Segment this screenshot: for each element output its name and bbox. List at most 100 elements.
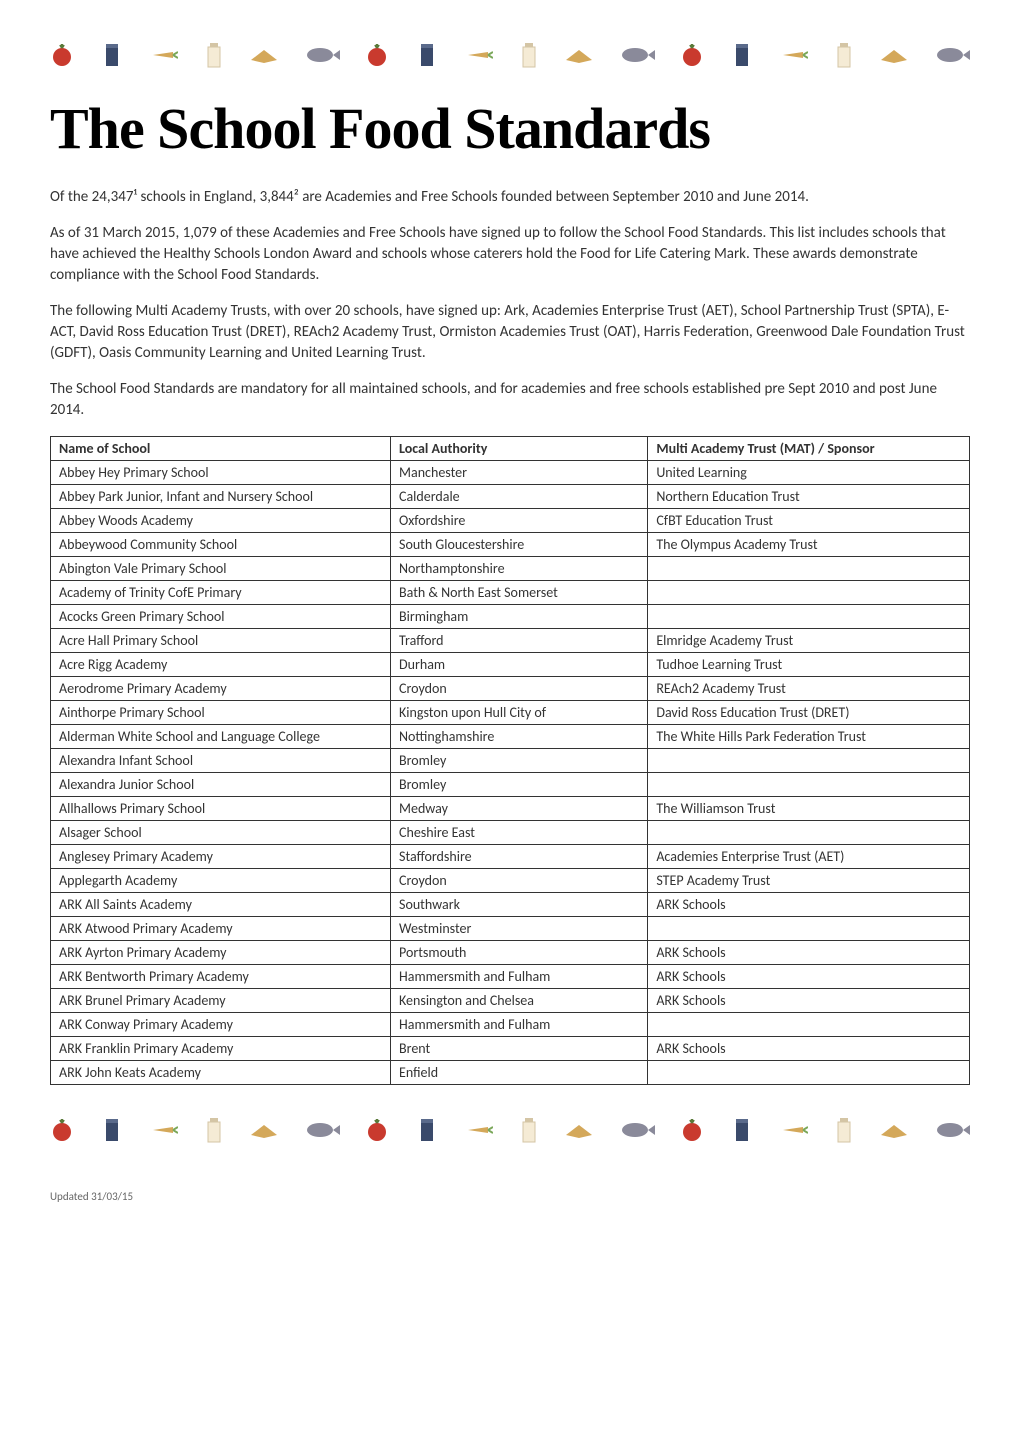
table-cell: ARK Schools bbox=[648, 989, 970, 1013]
table-cell bbox=[648, 917, 970, 941]
table-row: Ainthorpe Primary SchoolKingston upon Hu… bbox=[51, 701, 970, 725]
intro-paragraph: The School Food Standards are mandatory … bbox=[50, 379, 970, 421]
table-cell: Oxfordshire bbox=[391, 509, 648, 533]
table-cell: Croydon bbox=[391, 677, 648, 701]
table-cell: Bath & North East Somerset bbox=[391, 581, 648, 605]
cheese-icon bbox=[564, 1120, 594, 1140]
table-row: Alexandra Junior SchoolBromley bbox=[51, 773, 970, 797]
table-cell: Abbey Woods Academy bbox=[51, 509, 391, 533]
table-row: Allhallows Primary SchoolMedwayThe Willi… bbox=[51, 797, 970, 821]
table-header-row: Name of School Local Authority Multi Aca… bbox=[51, 437, 970, 461]
intro-paragraph: The following Multi Academy Trusts, with… bbox=[50, 301, 970, 364]
cheese-icon bbox=[249, 45, 279, 65]
table-row: Applegarth AcademyCroydonSTEP Academy Tr… bbox=[51, 869, 970, 893]
table-row: ARK Brunel Primary AcademyKensington and… bbox=[51, 989, 970, 1013]
table-cell: Alexandra Junior School bbox=[51, 773, 391, 797]
fish-icon bbox=[620, 1121, 655, 1139]
table-cell: The Olympus Academy Trust bbox=[648, 533, 970, 557]
table-cell: Abbey Hey Primary School bbox=[51, 461, 391, 485]
table-cell: Cheshire East bbox=[391, 821, 648, 845]
table-cell: Croydon bbox=[391, 869, 648, 893]
table-cell: Aerodrome Primary Academy bbox=[51, 677, 391, 701]
table-row: Alexandra Infant SchoolBromley bbox=[51, 749, 970, 773]
table-cell: Kingston upon Hull City of bbox=[391, 701, 648, 725]
milk-icon bbox=[834, 1116, 854, 1144]
table-cell: Bromley bbox=[391, 773, 648, 797]
table-row: Academy of Trinity CofE PrimaryBath & No… bbox=[51, 581, 970, 605]
table-cell: Alexandra Infant School bbox=[51, 749, 391, 773]
cup-icon bbox=[101, 1115, 123, 1145]
tomato-icon bbox=[680, 43, 705, 68]
tomato-icon bbox=[50, 43, 75, 68]
cup-icon bbox=[416, 40, 438, 70]
milk-icon bbox=[204, 1116, 224, 1144]
table-cell bbox=[648, 557, 970, 581]
table-cell: Staffordshire bbox=[391, 845, 648, 869]
table-cell: CfBT Education Trust bbox=[648, 509, 970, 533]
carrot-icon bbox=[148, 1121, 178, 1139]
milk-icon bbox=[204, 41, 224, 69]
cup-icon bbox=[416, 1115, 438, 1145]
table-cell: ARK Schools bbox=[648, 965, 970, 989]
table-cell: The White Hills Park Federation Trust bbox=[648, 725, 970, 749]
table-row: Alderman White School and Language Colle… bbox=[51, 725, 970, 749]
table-cell: Anglesey Primary Academy bbox=[51, 845, 391, 869]
table-cell: United Learning bbox=[648, 461, 970, 485]
table-cell: Hammersmith and Fulham bbox=[391, 1013, 648, 1037]
milk-icon bbox=[519, 41, 539, 69]
table-cell: Elmridge Academy Trust bbox=[648, 629, 970, 653]
table-row: Abbey Woods AcademyOxfordshireCfBT Educa… bbox=[51, 509, 970, 533]
table-cell: Northern Education Trust bbox=[648, 485, 970, 509]
table-cell: David Ross Education Trust (DRET) bbox=[648, 701, 970, 725]
fish-icon bbox=[935, 1121, 970, 1139]
cheese-icon bbox=[879, 45, 909, 65]
table-row: Abbeywood Community SchoolSouth Gloucest… bbox=[51, 533, 970, 557]
table-row: ARK All Saints AcademySouthwarkARK Schoo… bbox=[51, 893, 970, 917]
table-cell: Nottinghamshire bbox=[391, 725, 648, 749]
table-header: Local Authority bbox=[391, 437, 648, 461]
table-cell: The Williamson Trust bbox=[648, 797, 970, 821]
fish-icon bbox=[305, 46, 340, 64]
carrot-icon bbox=[148, 46, 178, 64]
table-cell: Academies Enterprise Trust (AET) bbox=[648, 845, 970, 869]
table-cell: Alderman White School and Language Colle… bbox=[51, 725, 391, 749]
table-cell: ARK All Saints Academy bbox=[51, 893, 391, 917]
table-row: ARK Atwood Primary AcademyWestminster bbox=[51, 917, 970, 941]
table-cell: ARK Brunel Primary Academy bbox=[51, 989, 391, 1013]
table-cell: Medway bbox=[391, 797, 648, 821]
table-row: ARK Conway Primary AcademyHammersmith an… bbox=[51, 1013, 970, 1037]
carrot-icon bbox=[463, 1121, 493, 1139]
intro-paragraph: Of the 24,347¹ schools in England, 3,844… bbox=[50, 187, 970, 208]
table-cell: ARK Schools bbox=[648, 1037, 970, 1061]
table-cell: Westminster bbox=[391, 917, 648, 941]
carrot-icon bbox=[778, 46, 808, 64]
table-row: Abington Vale Primary SchoolNorthamptons… bbox=[51, 557, 970, 581]
intro-paragraph: As of 31 March 2015, 1,079 of these Acad… bbox=[50, 223, 970, 286]
table-cell: Kensington and Chelsea bbox=[391, 989, 648, 1013]
cup-icon bbox=[731, 1115, 753, 1145]
tomato-icon bbox=[365, 43, 390, 68]
table-cell: ARK Bentworth Primary Academy bbox=[51, 965, 391, 989]
table-row: ARK Bentworth Primary AcademyHammersmith… bbox=[51, 965, 970, 989]
table-cell: ARK Schools bbox=[648, 893, 970, 917]
table-cell: ARK Atwood Primary Academy bbox=[51, 917, 391, 941]
tomato-icon bbox=[365, 1118, 390, 1143]
tomato-icon bbox=[680, 1118, 705, 1143]
table-cell: ARK Conway Primary Academy bbox=[51, 1013, 391, 1037]
table-cell: REAch2 Academy Trust bbox=[648, 677, 970, 701]
table-row: Abbey Park Junior, Infant and Nursery Sc… bbox=[51, 485, 970, 509]
table-cell: Ainthorpe Primary School bbox=[51, 701, 391, 725]
table-cell: Brent bbox=[391, 1037, 648, 1061]
carrot-icon bbox=[463, 46, 493, 64]
table-row: Acre Rigg AcademyDurhamTudhoe Learning T… bbox=[51, 653, 970, 677]
table-cell: Alsager School bbox=[51, 821, 391, 845]
cup-icon bbox=[101, 40, 123, 70]
table-header: Multi Academy Trust (MAT) / Sponsor bbox=[648, 437, 970, 461]
table-cell: Abbey Park Junior, Infant and Nursery Sc… bbox=[51, 485, 391, 509]
page-title: The School Food Standards bbox=[50, 95, 970, 162]
table-cell: Abbeywood Community School bbox=[51, 533, 391, 557]
cup-icon bbox=[731, 40, 753, 70]
fish-icon bbox=[305, 1121, 340, 1139]
tomato-icon bbox=[50, 1118, 75, 1143]
table-cell: Calderdale bbox=[391, 485, 648, 509]
